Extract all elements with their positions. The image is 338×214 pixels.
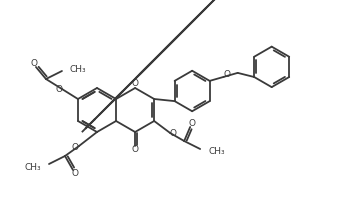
Text: O: O bbox=[223, 70, 230, 79]
Text: CH₃: CH₃ bbox=[24, 163, 41, 172]
Text: CH₃: CH₃ bbox=[70, 64, 87, 73]
Text: O: O bbox=[170, 128, 177, 138]
Text: O: O bbox=[131, 146, 139, 155]
Text: O: O bbox=[72, 169, 78, 178]
Text: O: O bbox=[131, 79, 139, 88]
Text: O: O bbox=[189, 119, 196, 128]
Text: O: O bbox=[30, 58, 38, 67]
Text: O: O bbox=[72, 144, 78, 153]
Text: CH₃: CH₃ bbox=[208, 147, 225, 156]
Text: O: O bbox=[55, 85, 63, 94]
